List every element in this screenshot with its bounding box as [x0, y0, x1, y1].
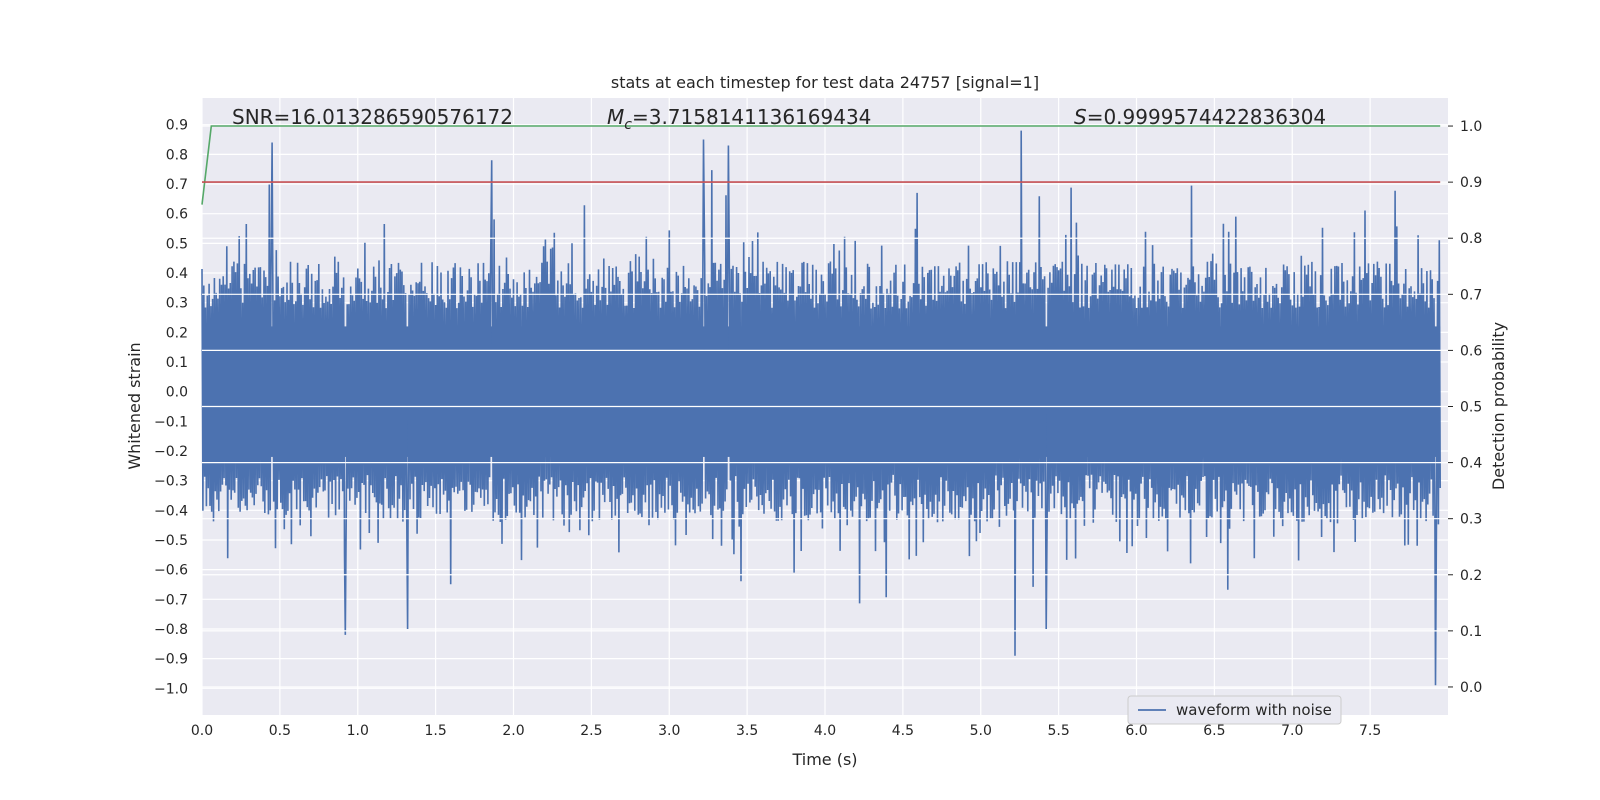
chirp-mass-annotation: Mc=3.7158141136169434	[607, 105, 871, 133]
y-axis-ticks: 0.9 0.8 0.7 0.6 0.5 0.4 0.3 0.2 0.1 0.0 −0.1 −0.2 −0…	[154, 118, 188, 698]
snr-annotation: SNR=16.013286590576172	[232, 105, 513, 129]
waveform-line	[201, 130, 1441, 686]
x-tick-label: 0.0	[191, 723, 213, 739]
x-tick-label: 0.5	[269, 723, 291, 739]
chirp-mass-symbol: M	[607, 105, 624, 129]
y-tick-label: −0.1	[154, 414, 188, 430]
x-tick-label: 7.5	[1359, 723, 1381, 739]
y-right-tick-label: 0.4	[1460, 456, 1482, 472]
x-tick-label: 4.0	[814, 723, 836, 739]
y-tick-label: −1.0	[154, 681, 188, 697]
chirp-mass-subscript: c	[624, 117, 632, 133]
y-tick-label: −0.2	[154, 444, 188, 460]
detection-score-symbol: S	[1074, 105, 1087, 129]
x-tick-label: 2.0	[502, 723, 524, 739]
chirp-mass-value: =3.7158141136169434	[632, 105, 871, 129]
y-tick-label: −0.9	[154, 652, 188, 668]
y-tick-label: 0.4	[166, 266, 188, 282]
y-tick-label: −0.7	[154, 592, 188, 608]
x-tick-label: 1.5	[424, 723, 446, 739]
y-tick-label: 0.8	[166, 147, 188, 163]
legend: waveform with noise	[1127, 695, 1342, 725]
detection-score-value: =0.9999574422836304	[1087, 105, 1326, 129]
y-tick-label: −0.4	[154, 503, 188, 519]
x-tick-label: 7.0	[1281, 723, 1303, 739]
detection-score-annotation: S=0.9999574422836304	[1074, 105, 1326, 129]
x-tick-label: 1.0	[347, 723, 369, 739]
y-axis-right-ticks: 1.0 0.9 0.8 0.7 0.6 0.5 0.4 0.3 0.2 0.1 0.0	[1448, 119, 1482, 696]
y-tick-label: 0.1	[166, 355, 188, 371]
y-right-tick-label: 0.7	[1460, 287, 1482, 303]
x-tick-label: 5.0	[970, 723, 992, 739]
y-tick-label: −0.5	[154, 533, 188, 549]
y-tick-label: 0.5	[166, 236, 188, 252]
y-tick-label: 0.0	[166, 385, 188, 401]
x-axis-label: Time (s)	[791, 750, 857, 769]
y-tick-label: −0.8	[154, 622, 188, 638]
y-tick-label: 0.7	[166, 177, 188, 193]
y-right-tick-label: 0.9	[1460, 175, 1482, 191]
probability-series	[201, 125, 1448, 688]
y-tick-label: −0.3	[154, 474, 188, 490]
y-right-tick-label: 0.8	[1460, 231, 1482, 247]
legend-label: waveform with noise	[1176, 701, 1332, 719]
detection-probability-line	[201, 125, 1441, 205]
y-tick-label: 0.3	[166, 296, 188, 312]
x-tick-label: 3.0	[658, 723, 680, 739]
y-right-tick-label: 0.0	[1460, 680, 1482, 696]
x-axis-ticks: 0.0 0.5 1.0 1.5 2.0 2.5 3.0 3.5 4.0 4.5 5.0 5.5 6.0 6…	[191, 723, 1381, 739]
x-tick-label: 4.5	[892, 723, 914, 739]
y-tick-label: 0.2	[166, 325, 188, 341]
y-right-tick-label: 1.0	[1460, 119, 1482, 135]
x-tick-label: 6.0	[1125, 723, 1147, 739]
x-tick-label: 3.5	[736, 723, 758, 739]
y-right-tick-label: 0.6	[1460, 343, 1482, 359]
x-tick-label: 6.5	[1203, 723, 1225, 739]
chart-title: stats at each timestep for test data 247…	[611, 73, 1039, 92]
x-tick-label: 2.5	[580, 723, 602, 739]
legend-box	[1127, 695, 1342, 725]
y-tick-label: −0.6	[154, 563, 188, 579]
y-axis-label: Whitened strain	[125, 342, 144, 469]
waveform-series	[201, 130, 1441, 686]
x-tick-label: 5.5	[1047, 723, 1069, 739]
y-tick-label: 0.9	[166, 118, 188, 134]
y-tick-label: 0.6	[166, 207, 188, 223]
y-right-tick-label: 0.3	[1460, 512, 1482, 528]
y-right-tick-label: 0.2	[1460, 568, 1482, 584]
y-axis-right-label: Detection probability	[1489, 322, 1508, 490]
y-right-tick-label: 0.5	[1460, 400, 1482, 416]
y-right-tick-label: 0.1	[1460, 624, 1482, 640]
